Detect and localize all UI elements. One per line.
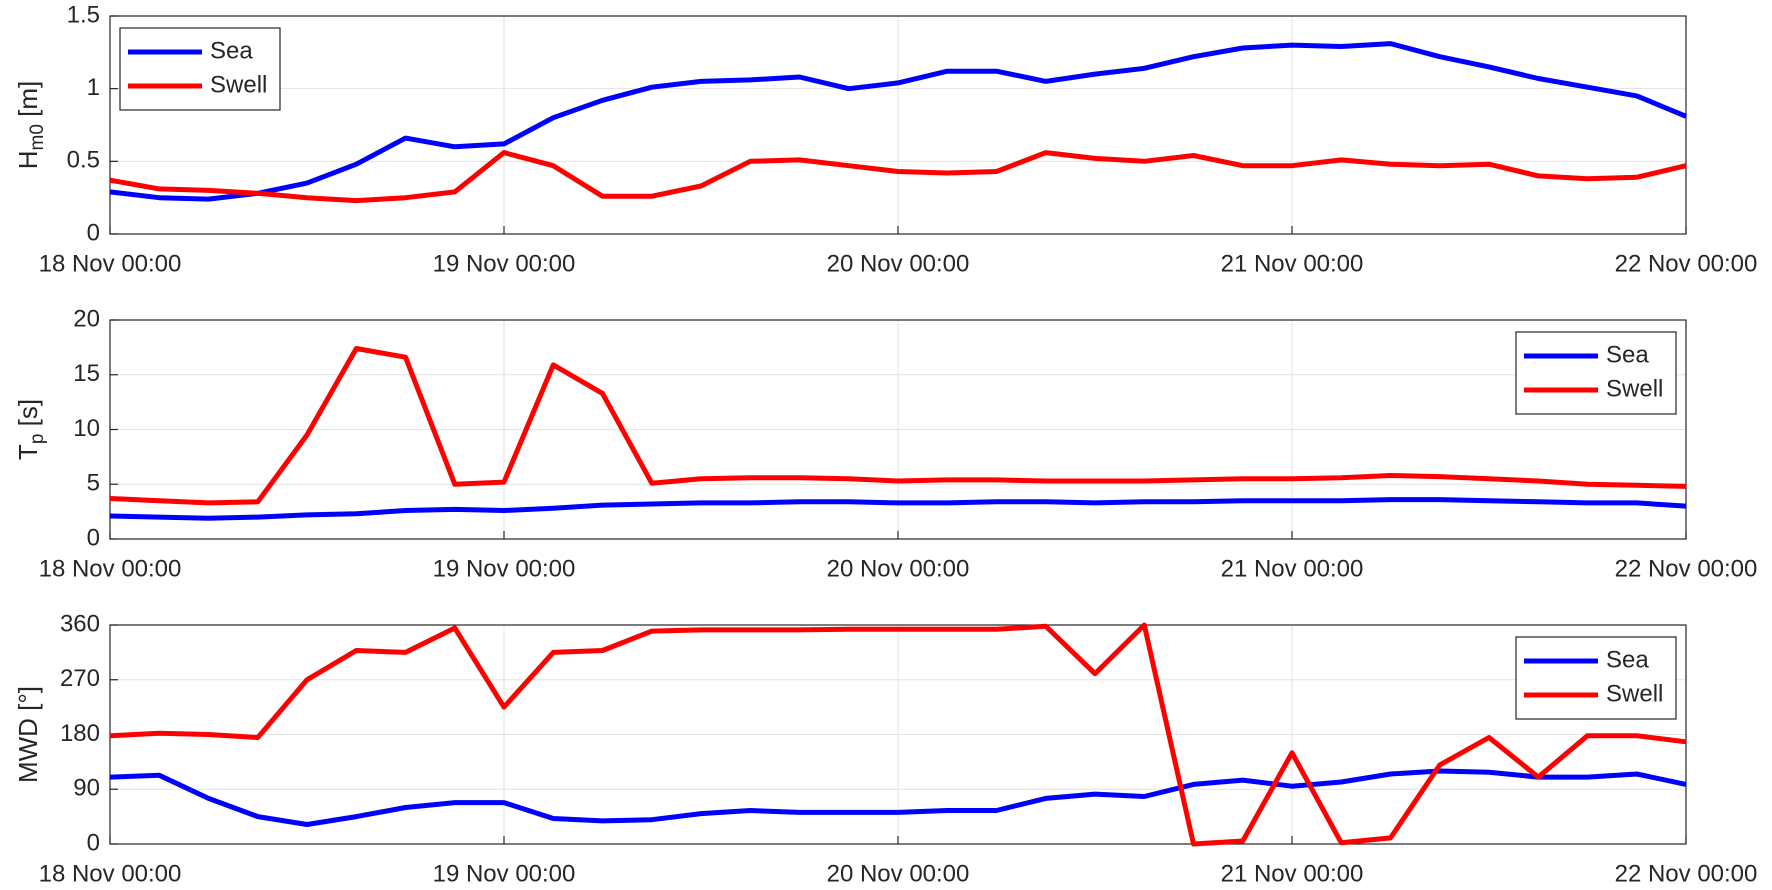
subplot: 18 Nov 00:00 19 Nov 00:00 20 Nov 00:00 21 N… xyxy=(13,1,1758,277)
x-tick-label: 19 Nov 00:00 xyxy=(433,860,576,887)
legend-label: Sea xyxy=(1606,646,1649,673)
y-tick-label: 1 xyxy=(87,74,100,101)
x-tick-label: 20 Nov 00:00 xyxy=(827,860,970,887)
legend-box xyxy=(1515,331,1677,415)
y-tick-label: 1.5 xyxy=(67,1,100,28)
x-tick-label: 18 Nov 00:00 xyxy=(39,860,182,887)
x-tick-label: 22 Nov 00:00 xyxy=(1615,250,1758,277)
y-tick-label: 270 xyxy=(60,665,100,692)
y-axis-label-part: [m] xyxy=(13,81,43,124)
x-tick-label: 22 Nov 00:00 xyxy=(1615,555,1758,582)
x-tick-label: 21 Nov 00:00 xyxy=(1221,555,1364,582)
subplot: 18 Nov 00:00 19 Nov 00:00 20 Nov 00:00 21 N… xyxy=(13,305,1758,582)
data-line xyxy=(109,41,1687,202)
y-axis-label-part: T xyxy=(13,444,43,460)
y-axis-label: Hm0 [m] xyxy=(13,81,48,170)
y-tick-label: 5 xyxy=(87,470,100,497)
x-tick-label: 20 Nov 00:00 xyxy=(827,555,970,582)
legend-label: Sea xyxy=(1606,341,1649,368)
data-line xyxy=(109,497,1687,521)
x-tick-label: 19 Nov 00:00 xyxy=(433,250,576,277)
y-axis-label-part: p xyxy=(27,434,48,445)
y-axis-label-part: [s] xyxy=(13,399,43,434)
y-tick-label: 90 xyxy=(73,775,100,802)
data-line xyxy=(109,346,1687,506)
plot-frame xyxy=(109,319,1687,540)
legend-label: Swell xyxy=(1606,680,1663,707)
y-axis-label-part: H xyxy=(13,150,43,169)
y-axis-label: MWD [°] xyxy=(13,686,43,783)
y-axis-label: Tp [s] xyxy=(13,399,48,460)
y-tick-label: 10 xyxy=(73,415,100,442)
x-tick-label: 18 Nov 00:00 xyxy=(39,555,182,582)
y-tick-label: 360 xyxy=(60,610,100,637)
data-line xyxy=(109,622,1687,847)
y-tick-label: 0 xyxy=(87,524,100,551)
y-tick-label: 0 xyxy=(87,219,100,246)
legend-label: Swell xyxy=(1606,375,1663,402)
y-axis-label-part: m0 xyxy=(27,124,48,150)
plot-frame xyxy=(109,15,1687,235)
legend-label: Sea xyxy=(210,37,253,64)
data-line xyxy=(109,768,1687,827)
x-tick-label: 21 Nov 00:00 xyxy=(1221,860,1364,887)
x-tick-label: 21 Nov 00:00 xyxy=(1221,250,1364,277)
x-tick-label: 22 Nov 00:00 xyxy=(1615,860,1758,887)
data-line xyxy=(109,150,1687,204)
x-tick-label: 18 Nov 00:00 xyxy=(39,250,182,277)
subplot: 18 Nov 00:00 19 Nov 00:00 20 Nov 00:00 21 N… xyxy=(13,610,1758,887)
y-tick-label: 0 xyxy=(87,829,100,856)
legend-label: Swell xyxy=(210,71,267,98)
y-tick-label: 180 xyxy=(60,720,100,747)
legend-box xyxy=(1515,636,1677,720)
y-tick-label: 15 xyxy=(73,360,100,387)
y-tick-label: 0.5 xyxy=(67,147,100,174)
y-tick-label: 20 xyxy=(73,305,100,332)
x-tick-label: 20 Nov 00:00 xyxy=(827,250,970,277)
legend-box xyxy=(119,27,281,111)
x-tick-label: 19 Nov 00:00 xyxy=(433,555,576,582)
